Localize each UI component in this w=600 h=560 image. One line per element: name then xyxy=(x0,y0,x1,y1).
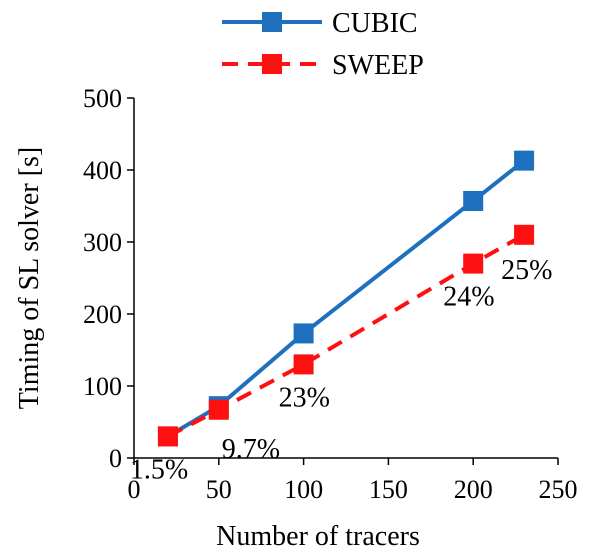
data-labels: 1.5% 9.7% 23% 24%25% xyxy=(130,255,552,486)
y-tick-label: 100 xyxy=(83,372,122,401)
y-tick-label: 200 xyxy=(83,300,122,329)
data-point-sweep xyxy=(208,399,229,420)
data-label: 25% xyxy=(501,255,552,286)
x-tick-label: 100 xyxy=(284,475,323,504)
legend-label: SWEEP xyxy=(332,50,424,81)
legend-entry-cubic: CUBIC xyxy=(222,8,418,39)
x-tick-label: 0 xyxy=(128,475,141,504)
x-tick-label: 250 xyxy=(539,475,578,504)
x-tick-label: 50 xyxy=(206,475,232,504)
data-point-sweep xyxy=(157,426,178,447)
data-point-sweep xyxy=(293,354,314,375)
series-line-sweep xyxy=(166,233,526,439)
data-label: 9.7% xyxy=(222,434,280,465)
x-tick-label: 200 xyxy=(454,475,493,504)
data-label: 24% xyxy=(443,282,494,313)
series-layer xyxy=(157,150,535,447)
y-tick-label: 300 xyxy=(83,228,122,257)
y-tick-label: 400 xyxy=(83,156,122,185)
y-axis-title: Timing of SL solver [s] xyxy=(14,147,45,409)
y-tick-label: 500 xyxy=(83,84,122,113)
data-point-cubic xyxy=(514,150,535,171)
legend: CUBIC SWEEP xyxy=(222,8,424,81)
legend-marker-swatch xyxy=(262,54,282,74)
data-point-cubic xyxy=(293,323,314,344)
legend-marker-swatch xyxy=(262,12,282,32)
x-axis-title: Number of tracers xyxy=(216,521,420,552)
data-point-cubic xyxy=(463,190,484,211)
legend-label: CUBIC xyxy=(332,8,418,39)
legend-entry-sweep: SWEEP xyxy=(222,50,424,81)
y-tick-label: 0 xyxy=(109,444,122,473)
data-label: 1.5% xyxy=(130,454,188,485)
series-sweep xyxy=(157,224,535,447)
data-point-sweep xyxy=(463,253,484,274)
axes: 0 100 200 300 400 500 0 50 100 150 200 250 xyxy=(83,84,578,504)
data-point-sweep xyxy=(514,224,535,245)
data-label: 23% xyxy=(279,382,330,413)
x-tick-label: 150 xyxy=(369,475,408,504)
